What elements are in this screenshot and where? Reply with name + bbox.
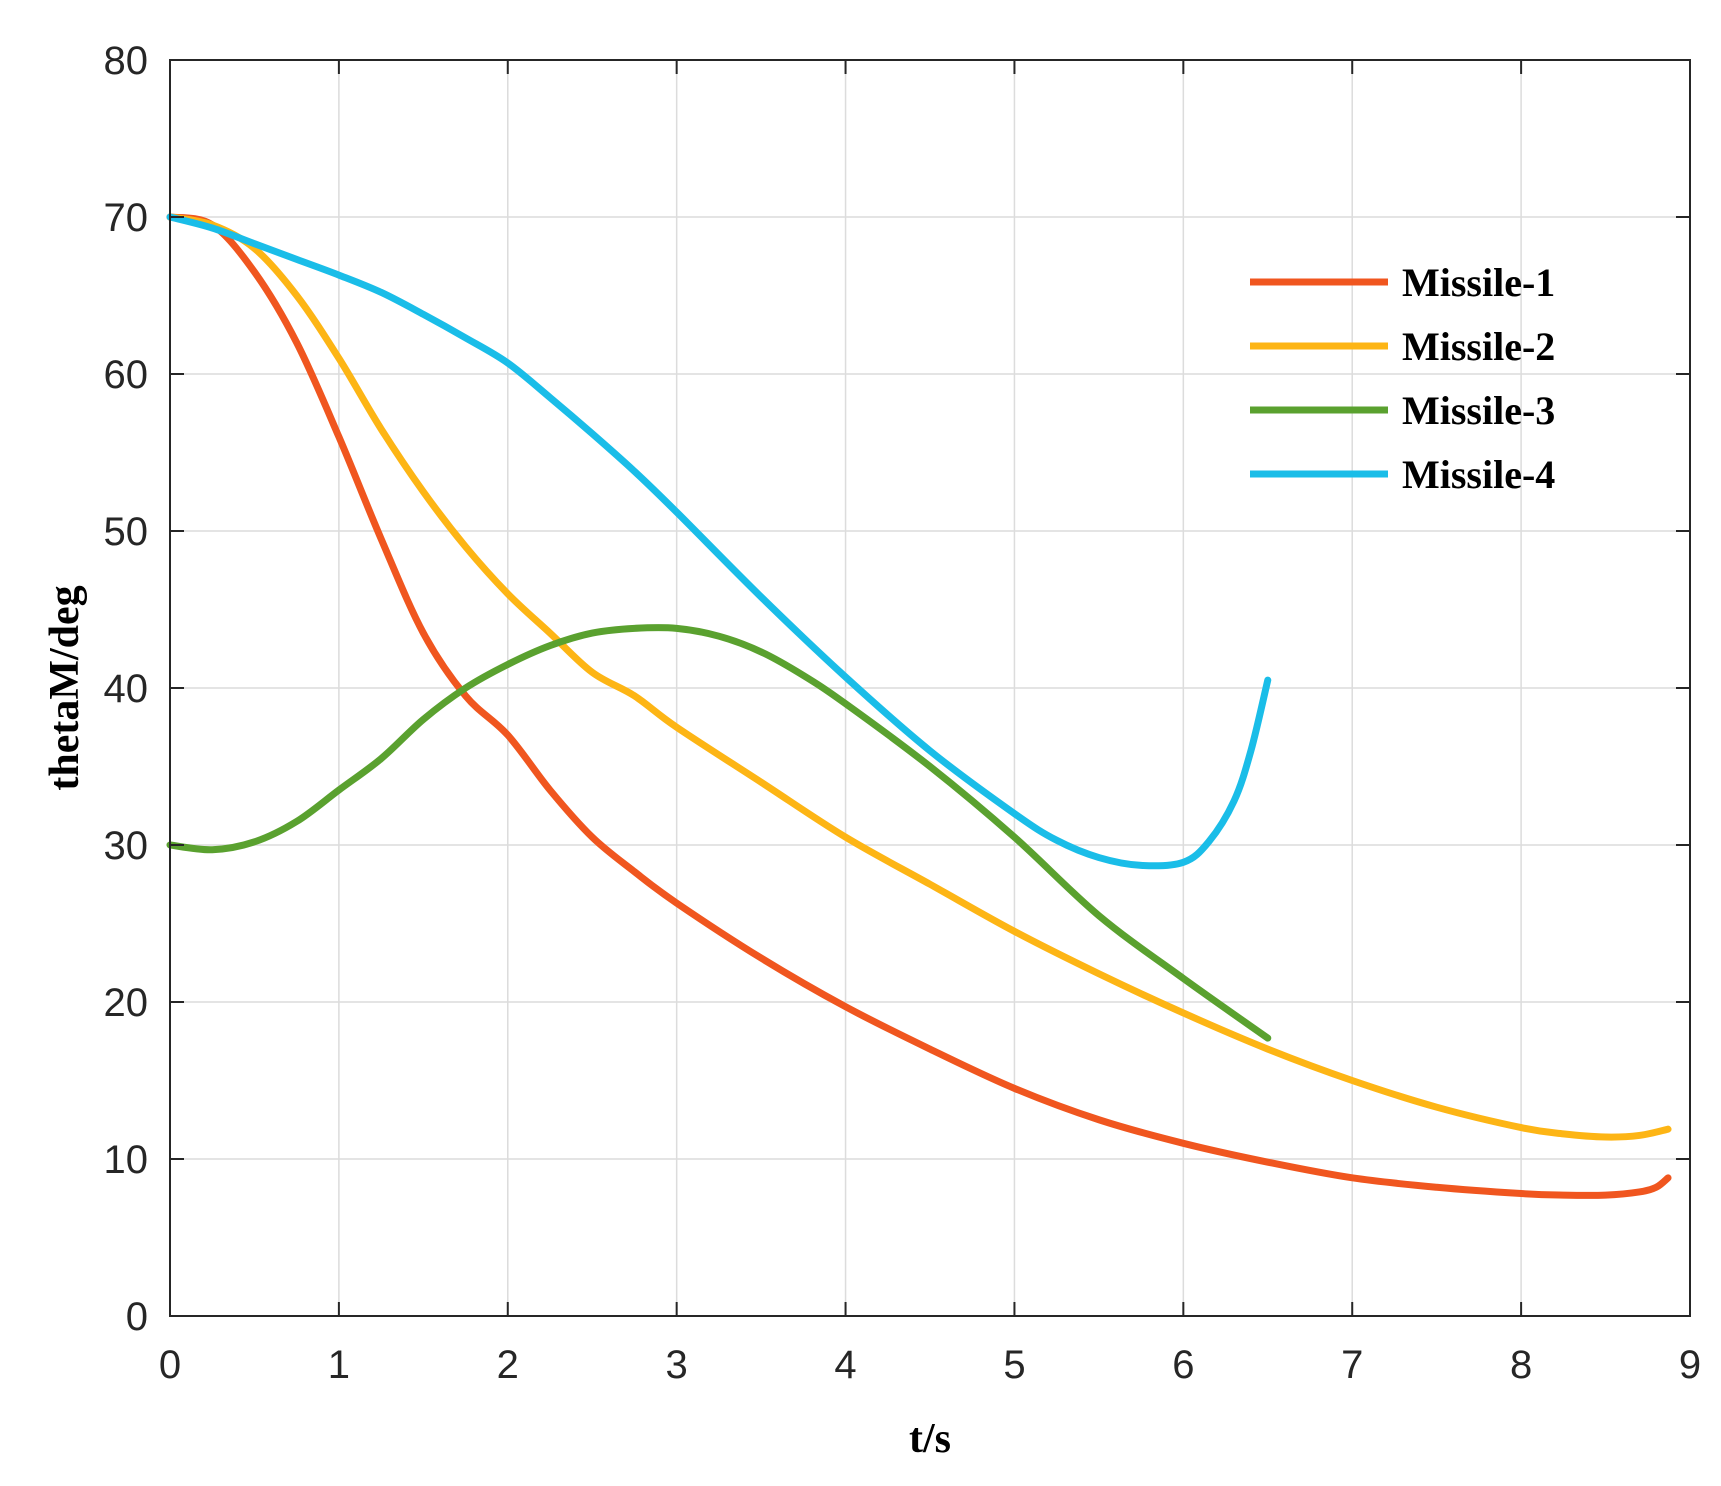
y-axis-title: thetaM/deg (42, 585, 88, 790)
ticks (169, 59, 1691, 1317)
x-tick-label: 3 (666, 1343, 688, 1387)
y-tick-label: 60 (104, 353, 149, 397)
y-tick-label: 40 (104, 667, 149, 711)
y-tick-label: 70 (104, 196, 149, 240)
x-tick-label: 9 (1679, 1343, 1701, 1387)
legend-label: Missile-1 (1402, 260, 1555, 305)
grid (169, 59, 1691, 1317)
y-tick-label: 20 (104, 981, 149, 1025)
x-tick-label: 4 (834, 1343, 856, 1387)
y-tick-label: 0 (126, 1295, 148, 1339)
series-line-missile-3 (166, 624, 1272, 1042)
y-tick-label: 80 (104, 39, 149, 83)
y-tick-label: 10 (104, 1138, 149, 1182)
y-tick-label: 30 (104, 824, 149, 868)
x-tick-labels: 0 1 2 3 4 5 6 7 8 9 (159, 1343, 1701, 1387)
x-tick-label: 8 (1510, 1343, 1532, 1387)
series-line-missile-1 (166, 213, 1672, 1199)
legend-item: Missile-2 (1250, 324, 1555, 369)
legend: Missile-1 Missile-2 Missile-3 Missile-4 (1250, 260, 1555, 497)
y-tick-labels: 0 10 20 30 40 50 60 70 80 (104, 39, 149, 1339)
legend-item: Missile-3 (1250, 388, 1555, 433)
legend-item: Missile-4 (1250, 452, 1555, 497)
x-tick-label: 7 (1341, 1343, 1363, 1387)
x-tick-label: 2 (497, 1343, 519, 1387)
x-axis-title: t/s (909, 1416, 951, 1462)
x-tick-label: 6 (1172, 1343, 1194, 1387)
legend-item: Missile-1 (1250, 260, 1555, 305)
series-line-missile-2 (166, 213, 1672, 1141)
y-tick-label: 50 (104, 510, 149, 554)
legend-label: Missile-2 (1402, 324, 1555, 369)
series-group (166, 213, 1672, 1199)
x-tick-label: 5 (1003, 1343, 1025, 1387)
legend-label: Missile-4 (1402, 452, 1555, 497)
x-tick-label: 0 (159, 1343, 181, 1387)
legend-label: Missile-3 (1402, 388, 1555, 433)
x-tick-label: 1 (328, 1343, 350, 1387)
series-line-missile-4 (166, 213, 1272, 870)
